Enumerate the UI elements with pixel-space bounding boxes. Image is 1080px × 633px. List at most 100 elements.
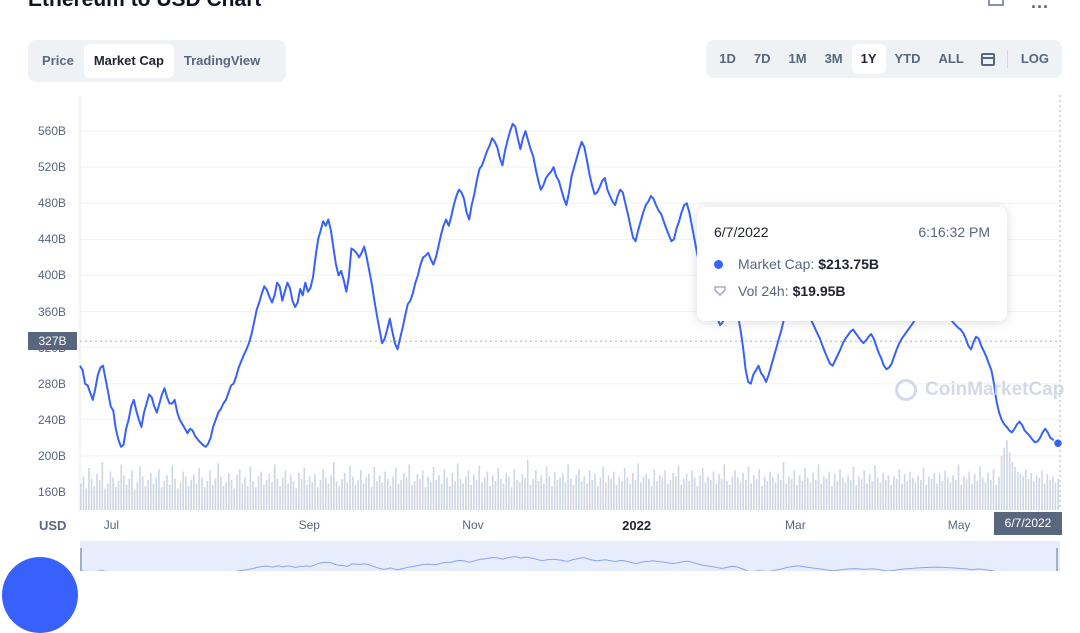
volume-bar: [322, 469, 324, 510]
currency-label: USD: [39, 518, 67, 533]
volume-bar: [788, 476, 790, 510]
volume-bar: [123, 475, 125, 510]
coinmarketcap-watermark: CoinMarketCap: [895, 379, 1064, 401]
tab-market-cap[interactable]: Market Cap: [83, 44, 174, 78]
volume-bar: [1011, 462, 1014, 510]
volume-bar: [858, 476, 860, 510]
tooltip-volume-value: $19.95B: [792, 283, 846, 299]
volume-bar: [316, 487, 319, 510]
volume-bar: [376, 481, 378, 510]
volume-bar: [755, 478, 758, 510]
volume-bar: [222, 486, 225, 510]
volume-bar: [578, 469, 580, 510]
navigator-left-handle[interactable]: [80, 548, 82, 571]
range-1d[interactable]: 1D: [719, 51, 736, 66]
volume-bar: [545, 466, 548, 510]
calendar-icon[interactable]: [980, 52, 995, 66]
volume-bar: [284, 470, 287, 510]
current-point-dot: [1052, 437, 1064, 449]
volume-bar: [252, 481, 254, 510]
chart-title: Ethereum to USD Chart: [28, 0, 261, 12]
volume-bar: [483, 477, 486, 510]
volume-bar: [236, 475, 238, 510]
coinmarketcap-logo-icon: [895, 379, 917, 401]
volume-bar: [378, 475, 381, 510]
volume-bar: [524, 477, 526, 510]
volume-bar: [734, 470, 736, 510]
y-tick-label: 560B: [38, 124, 67, 139]
volume-bar: [551, 486, 553, 510]
volume-bar: [292, 481, 295, 510]
volume-bar: [903, 474, 906, 510]
volume-bar: [602, 466, 604, 510]
volume-bar: [610, 478, 612, 510]
volume-bar: [405, 477, 408, 510]
volume-bar: [174, 478, 176, 510]
range-7d[interactable]: 7D: [753, 51, 771, 66]
volume-bar: [481, 482, 483, 510]
range-navigator[interactable]: [79, 541, 1060, 576]
volume-bar: [365, 477, 367, 510]
volume-bar: [588, 470, 591, 510]
volume-bar: [327, 483, 330, 510]
volume-bar: [613, 471, 615, 510]
volume-bar: [82, 476, 85, 510]
volume-bar: [871, 481, 874, 510]
tooltip-volume-row: Vol 24h: $19.95B: [714, 283, 846, 299]
volume-bar: [1033, 481, 1035, 510]
volume-bar: [561, 472, 564, 510]
range-1m[interactable]: 1M: [788, 51, 807, 66]
volume-bar: [580, 481, 583, 510]
range-all[interactable]: ALL: [938, 51, 964, 66]
volume-bar: [688, 481, 691, 510]
more-dots-icon[interactable]: ...: [1030, 0, 1049, 12]
volume-bar: [430, 482, 432, 510]
tab-price[interactable]: Price: [42, 53, 74, 68]
volume-bar: [308, 476, 311, 510]
volume-bar: [96, 474, 98, 510]
log-toggle[interactable]: LOG: [1020, 51, 1049, 66]
volume-bar: [1014, 466, 1016, 510]
range-1y[interactable]: 1Y: [851, 44, 886, 74]
volume-bar: [798, 475, 801, 510]
volume-bar: [246, 486, 249, 510]
volume-bar: [260, 471, 262, 510]
volume-bar: [478, 465, 481, 510]
volume-bar: [389, 486, 392, 510]
floating-action-circle[interactable]: [2, 557, 78, 633]
volume-bar: [408, 464, 411, 510]
tab-tradingview[interactable]: TradingView: [183, 53, 261, 68]
volume-bar: [599, 477, 602, 510]
volume-bar: [281, 477, 284, 510]
x-tick-label: Mar: [785, 518, 806, 532]
volume-bar: [973, 474, 976, 510]
volume-bar: [421, 470, 424, 510]
volume-bar: [683, 478, 685, 510]
volume-bar: [1006, 440, 1008, 510]
volume-bar: [623, 468, 626, 510]
volume-bar: [279, 486, 281, 510]
volume-bar: [179, 482, 182, 510]
volume-bar: [591, 480, 594, 510]
volume-bar: [906, 481, 909, 510]
volume-bar: [809, 482, 812, 510]
volume-bar: [874, 465, 876, 510]
volume-bar: [168, 484, 171, 510]
volume-bar: [723, 464, 726, 510]
volume-bar: [413, 481, 416, 510]
expand-icon[interactable]: [988, 0, 1004, 6]
volume-bar: [152, 483, 155, 510]
volume-bar: [1043, 483, 1046, 510]
volume-bar: [459, 478, 462, 510]
navigator-right-handle[interactable]: [1056, 548, 1058, 571]
range-ytd[interactable]: YTD: [894, 51, 921, 66]
range-3m[interactable]: 3M: [824, 51, 843, 66]
volume-bar: [115, 487, 117, 510]
volume-bar: [887, 475, 890, 510]
volume-bar: [631, 472, 634, 510]
volume-bar: [268, 474, 271, 510]
volume-bar: [796, 484, 798, 510]
volume-bar: [397, 483, 400, 510]
volume-bar: [567, 464, 569, 510]
volume-bar: [508, 476, 510, 510]
